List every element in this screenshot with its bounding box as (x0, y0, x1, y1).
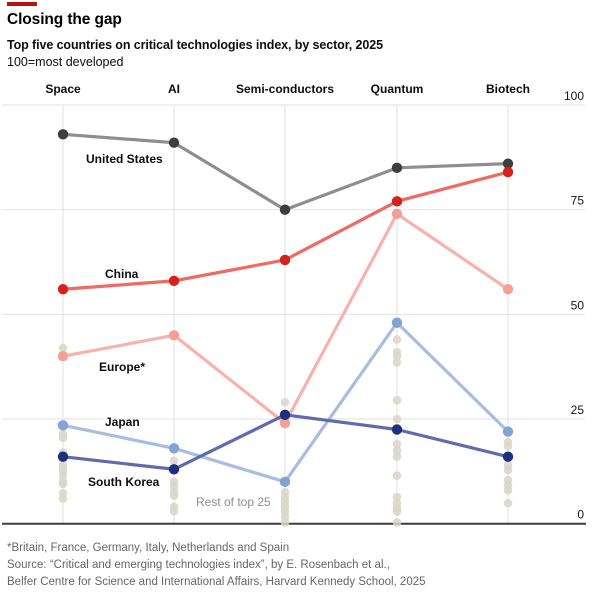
rest-dot (280, 518, 290, 527)
footnote-source-2: Belfer Centre for Science and Internatio… (7, 576, 426, 588)
series-dot (391, 424, 403, 435)
y-tick-label: 100 (564, 89, 584, 103)
series-dot (391, 196, 403, 207)
gridlines (2, 104, 585, 524)
y-tick-label: 25 (571, 403, 585, 417)
rest-dot (58, 433, 68, 443)
unit-note: 100=most developed (7, 55, 124, 69)
rest-dot (392, 335, 402, 344)
rest-dot (392, 518, 402, 527)
series-dot (502, 284, 514, 295)
category-label-semi-conductors: Semi-conductors (236, 82, 334, 96)
series-dot (502, 451, 514, 462)
series-label-united-states: United States (86, 152, 163, 166)
rest-of-top25-label: Rest of top 25 (196, 495, 271, 509)
category-label-ai: AI (168, 82, 180, 96)
rest-dot (169, 506, 179, 516)
series-dot (168, 275, 180, 287)
rest-dot (392, 471, 402, 480)
rest-dot (392, 492, 402, 502)
series-dot (57, 129, 69, 140)
series-label-europe: Europe* (99, 360, 145, 374)
series-label-japan: Japan (105, 415, 140, 429)
rest-dot (58, 494, 68, 503)
series-dot (168, 443, 180, 454)
rest-dot (392, 351, 402, 361)
rest-dot (58, 471, 68, 480)
category-label-space: Space (45, 82, 81, 96)
series-label-south-korea: South Korea (88, 475, 160, 489)
rest-dot (503, 485, 513, 495)
series-dot (57, 351, 69, 362)
rest-dot (503, 441, 513, 451)
y-tick-label: 0 (577, 508, 584, 522)
rest-dot (503, 498, 513, 508)
series-dot (502, 426, 514, 437)
chart-subtitle: Top five countries on critical technolog… (7, 38, 383, 52)
rest-dot (503, 465, 513, 475)
series-europe: Europe* (57, 208, 514, 429)
series-dot (279, 204, 291, 215)
series-dot (57, 451, 69, 462)
rest-dot (392, 395, 402, 405)
series-dot (502, 158, 514, 169)
y-axis-labels: 0 25 50 75 100 (564, 89, 584, 522)
line-chart: 0 25 50 75 100 Space AI Semi-conductors Quantum B… (2, 82, 586, 527)
series-dot (391, 317, 403, 328)
series-dot (57, 420, 69, 431)
rest-dot (169, 491, 179, 500)
series-china: China (57, 166, 514, 295)
rest-dot (392, 446, 402, 455)
footnote-asterisk: *Britain, France, Germany, Italy, Nether… (7, 542, 290, 554)
rest-dot (58, 479, 68, 489)
y-tick-label: 50 (571, 298, 585, 312)
series-japan: Japan (57, 317, 514, 488)
series-dot (279, 409, 291, 421)
rest-dot (392, 358, 402, 367)
rest-dot (280, 397, 290, 407)
y-tick-label: 75 (571, 194, 585, 208)
series-dot (168, 464, 180, 475)
rest-dot (392, 507, 402, 516)
series-dot (57, 284, 69, 295)
series-united-states: United States (57, 129, 514, 215)
page-title: Closing the gap (7, 11, 122, 28)
footnote-source-1: Source: “Critical and emerging technolog… (7, 559, 390, 571)
category-label-biotech: Biotech (486, 82, 530, 96)
rest-of-top25-dots (58, 335, 513, 527)
series-label-china: China (105, 267, 139, 281)
rest-dot (392, 414, 402, 424)
category-labels: Space AI Semi-conductors Quantum Biotech (45, 82, 530, 96)
series-dot (168, 330, 180, 341)
series-dot (279, 418, 291, 429)
series-dot (168, 137, 180, 148)
series-south-korea: South Korea (57, 409, 514, 489)
series-dot (279, 476, 291, 488)
rest-dot (169, 456, 179, 466)
series-dot (391, 162, 403, 174)
footnotes: *Britain, France, Germany, Italy, Nether… (7, 540, 426, 591)
series-dot (502, 166, 514, 178)
series-dot (279, 254, 291, 266)
rest-dot (58, 343, 68, 353)
rest-dot (392, 452, 402, 462)
rest-dot (392, 439, 402, 449)
economist-red-tab (7, 2, 37, 6)
category-label-quantum: Quantum (371, 82, 424, 96)
series-dot (391, 208, 403, 220)
